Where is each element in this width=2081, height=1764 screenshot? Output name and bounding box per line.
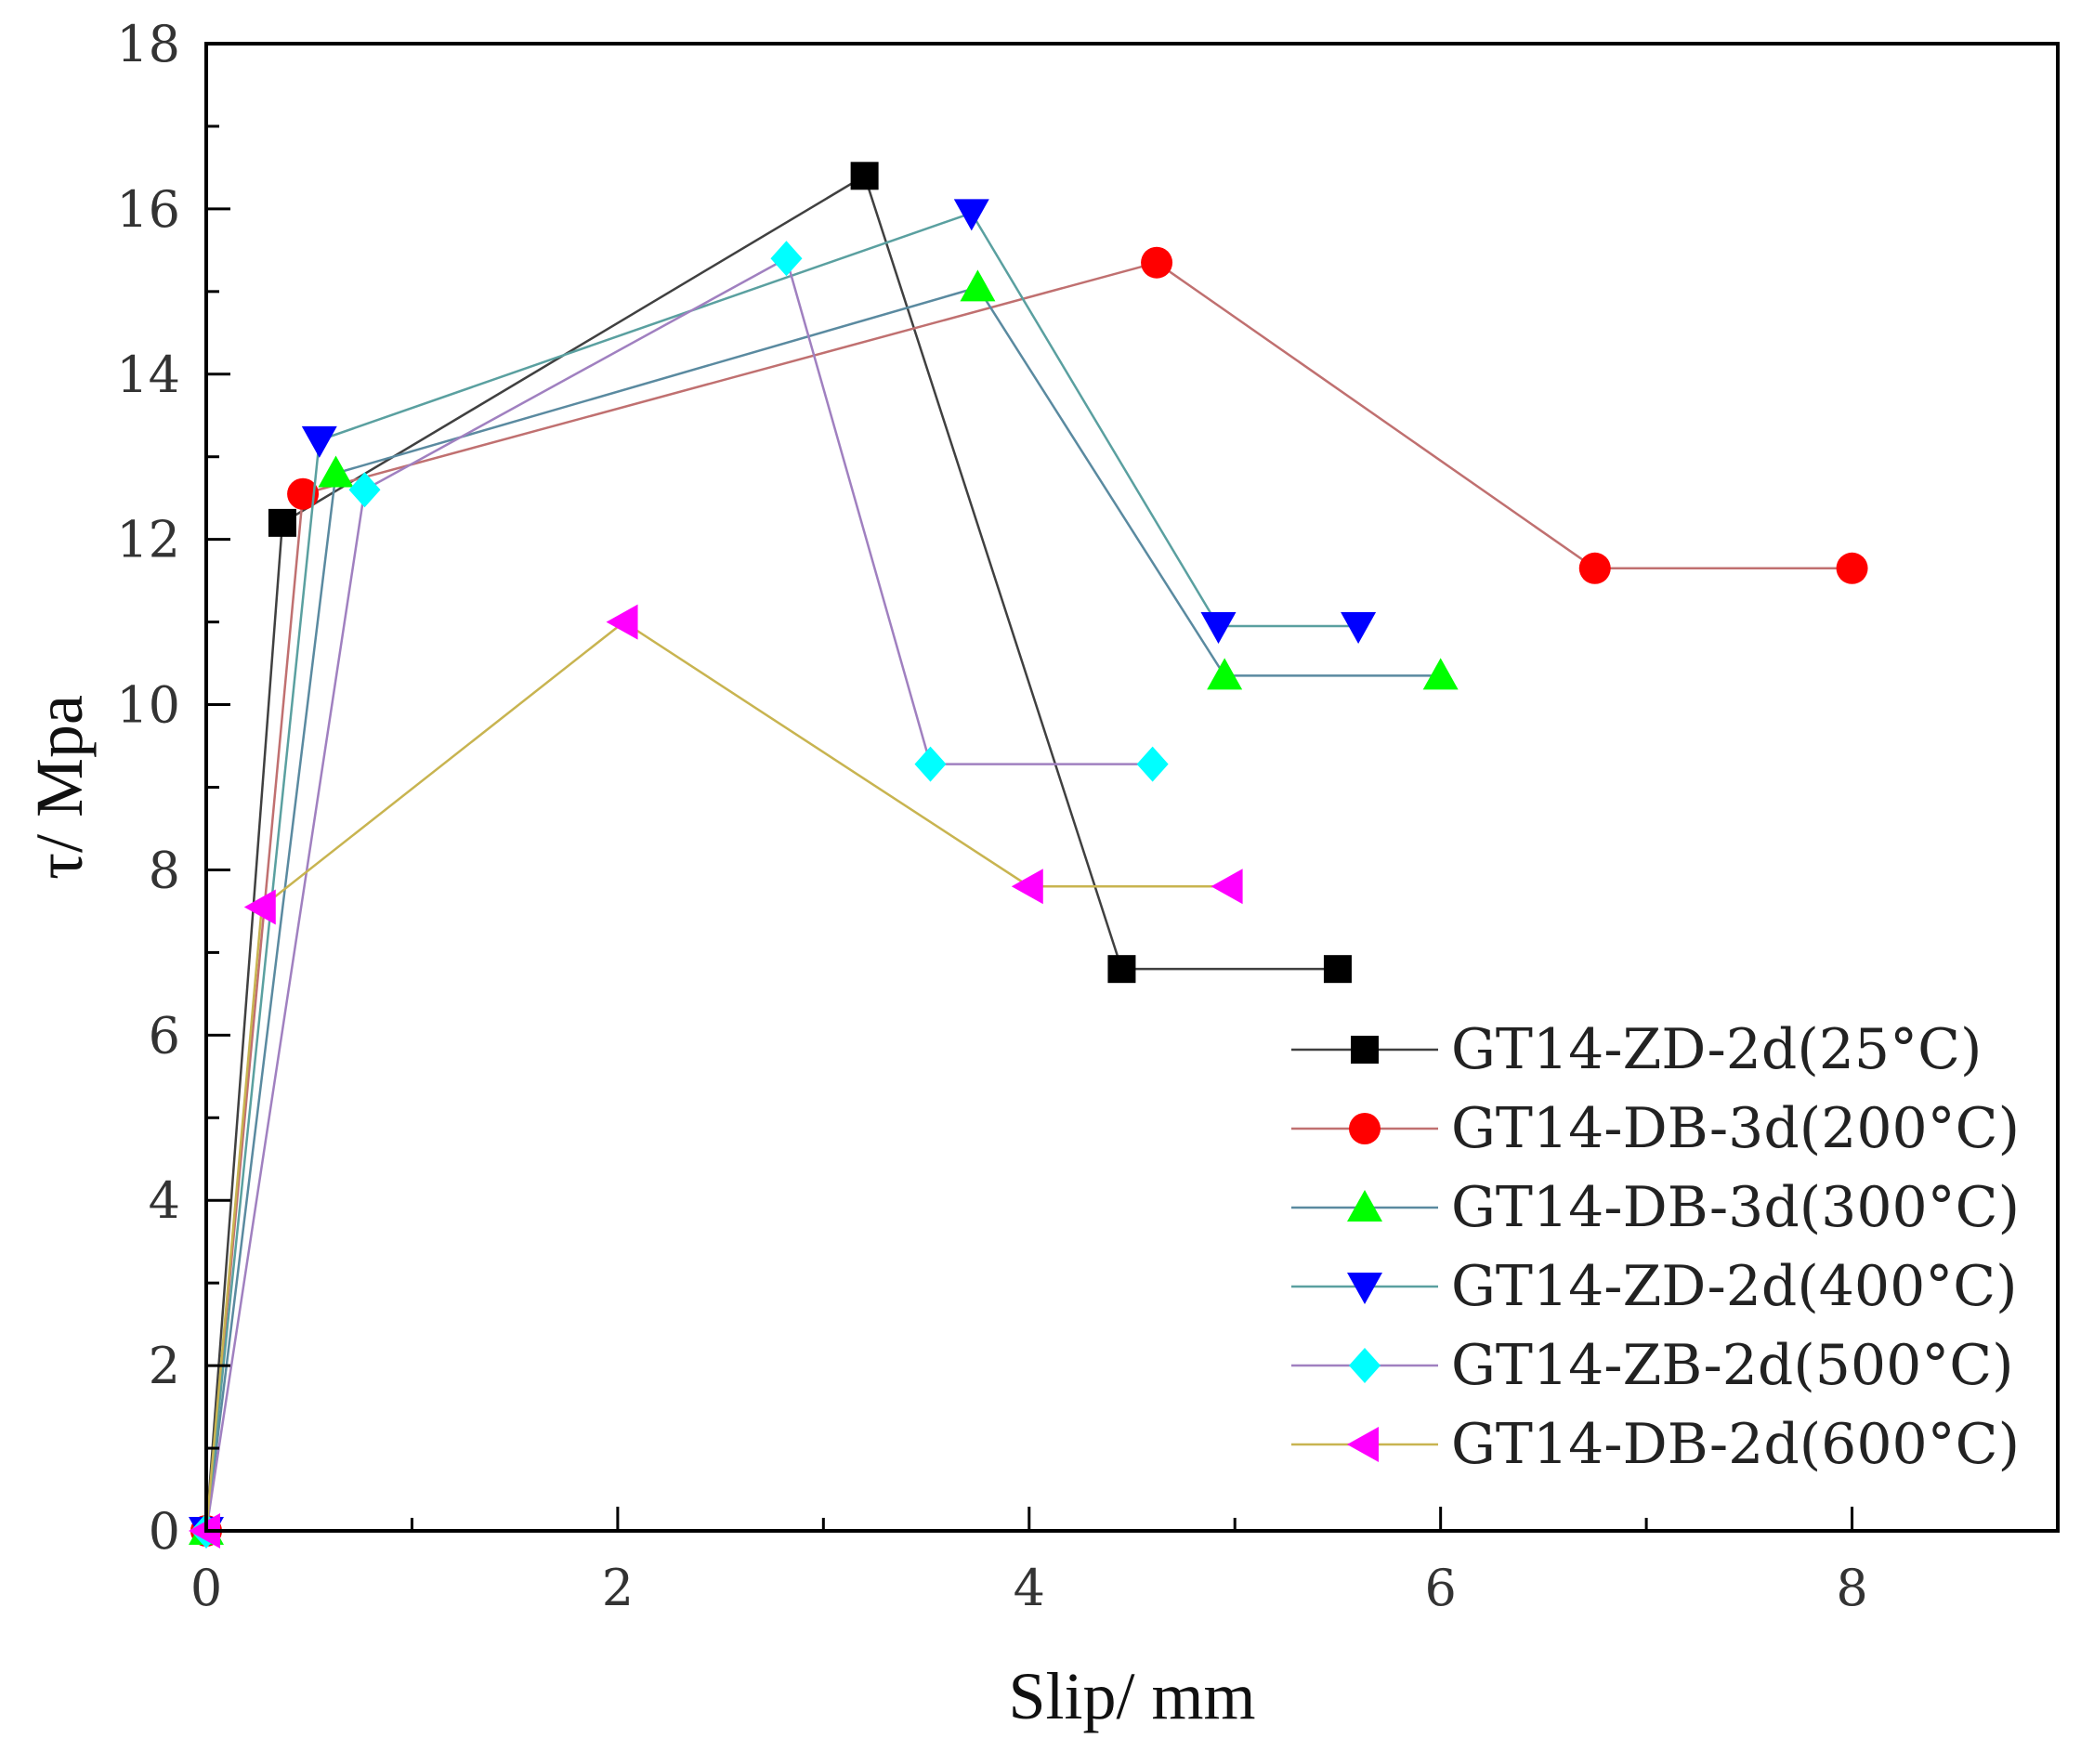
legend-label: GT14-ZD-2d(400°C) bbox=[1451, 1254, 2018, 1319]
legend-entry: GT14-DB-2d(600°C) bbox=[1291, 1412, 2020, 1477]
data-point bbox=[301, 425, 337, 458]
legend-marker bbox=[1347, 1273, 1382, 1304]
y-tick-label: 10 bbox=[116, 676, 180, 735]
x-axis-title: Slip/ mm bbox=[1008, 1659, 1255, 1733]
data-point bbox=[606, 604, 638, 640]
legend-label: GT14-DB-3d(300°C) bbox=[1451, 1175, 2020, 1240]
legend-entry: GT14-ZD-2d(400°C) bbox=[1291, 1254, 2018, 1319]
data-point bbox=[1207, 658, 1243, 690]
data-point bbox=[1200, 612, 1237, 645]
x-tick-label: 8 bbox=[1836, 1559, 1867, 1617]
legend-label: GT14-ZB-2d(500°C) bbox=[1451, 1333, 2014, 1398]
y-tick-label: 6 bbox=[149, 1006, 180, 1065]
y-tick-label: 14 bbox=[116, 346, 180, 404]
y-tick-label: 18 bbox=[116, 15, 180, 73]
legend-entry: GT14-DB-3d(300°C) bbox=[1291, 1175, 2020, 1240]
data-point bbox=[953, 199, 989, 231]
y-axis-title: τ/ Mpa bbox=[22, 695, 97, 880]
data-point bbox=[1323, 955, 1352, 984]
data-point bbox=[1836, 552, 1868, 584]
series-4 bbox=[189, 199, 1377, 1548]
legend-marker bbox=[1349, 1113, 1381, 1144]
series-line bbox=[204, 621, 1229, 1532]
legend-entry: GT14-ZD-2d(25°C) bbox=[1291, 1017, 1982, 1082]
data-point bbox=[960, 269, 996, 302]
y-tick-label: 4 bbox=[149, 1171, 180, 1230]
x-tick-label: 6 bbox=[1424, 1559, 1456, 1617]
data-point bbox=[850, 162, 879, 190]
legend-marker bbox=[1349, 1348, 1381, 1383]
series-6 bbox=[189, 604, 1243, 1548]
legend-marker bbox=[1347, 1427, 1379, 1462]
y-tick-label: 8 bbox=[149, 841, 180, 899]
legend: GT14-ZD-2d(25°C) GT14-DB-3d(200°C) GT14-DB… bbox=[1291, 1017, 2020, 1477]
data-point bbox=[1578, 552, 1611, 584]
legend-label: GT14-ZD-2d(25°C) bbox=[1451, 1017, 1982, 1082]
data-point bbox=[770, 241, 803, 277]
data-point bbox=[1211, 869, 1243, 905]
data-point bbox=[318, 455, 354, 488]
y-axis-ticks: 0 2 4 6 8 10 12 14 16 18 bbox=[116, 15, 230, 1561]
data-point bbox=[1141, 246, 1173, 279]
legend-marker bbox=[1347, 1190, 1382, 1222]
data-point bbox=[1107, 955, 1136, 984]
x-tick-label: 2 bbox=[602, 1559, 634, 1617]
y-tick-label: 12 bbox=[116, 511, 180, 569]
y-tick-label: 0 bbox=[149, 1502, 180, 1561]
data-point bbox=[287, 477, 320, 510]
legend-label: GT14-DB-3d(200°C) bbox=[1451, 1096, 2020, 1161]
data-point bbox=[1011, 869, 1043, 905]
data-point bbox=[1422, 658, 1459, 690]
data-point bbox=[243, 889, 276, 925]
data-point bbox=[268, 508, 296, 537]
legend-entry: GT14-ZB-2d(500°C) bbox=[1291, 1333, 2014, 1398]
series-line bbox=[204, 256, 1153, 1532]
x-tick-label: 0 bbox=[190, 1559, 222, 1617]
legend-marker bbox=[1351, 1036, 1379, 1064]
x-tick-label: 4 bbox=[1014, 1559, 1045, 1617]
data-point bbox=[914, 746, 947, 782]
data-point bbox=[1136, 746, 1169, 782]
series-3 bbox=[189, 269, 1459, 1545]
series-layer bbox=[189, 162, 1868, 1548]
series-1 bbox=[192, 162, 1352, 1545]
series-line bbox=[204, 174, 1338, 1532]
data-point bbox=[348, 472, 381, 508]
legend-entry: GT14-DB-3d(200°C) bbox=[1291, 1096, 2020, 1161]
data-point bbox=[1341, 612, 1377, 645]
y-tick-label: 16 bbox=[116, 180, 180, 239]
y-tick-label: 2 bbox=[149, 1337, 180, 1395]
legend-label: GT14-DB-2d(600°C) bbox=[1451, 1412, 2020, 1477]
series-line bbox=[204, 211, 1359, 1532]
series-5 bbox=[190, 241, 1169, 1548]
x-axis-ticks: 0 2 4 6 8 bbox=[190, 1507, 2060, 1617]
